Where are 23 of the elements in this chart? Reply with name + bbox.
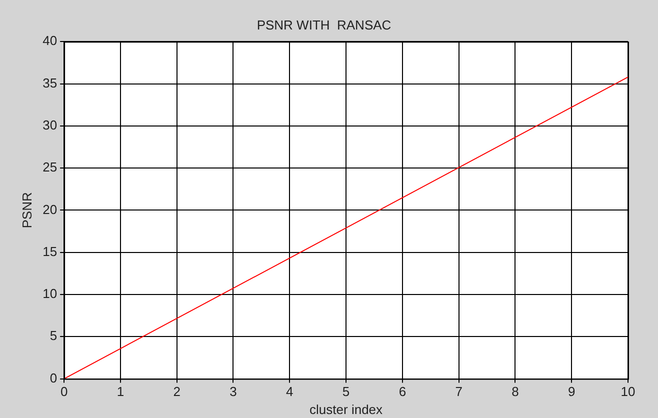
y-tick-label: 5 (50, 328, 58, 344)
x-tick-label: 5 (342, 384, 350, 400)
y-tick-label: 35 (42, 75, 58, 90)
y-tick-label: 30 (42, 117, 58, 132)
chart-title: PSNR WITH RANSAC (256, 17, 392, 32)
y-axis-title: PSNR (19, 192, 34, 228)
x-tick-label: 7 (455, 384, 462, 400)
x-tick-label: 9 (568, 384, 576, 400)
x-tick-label: 10 (620, 384, 636, 400)
x-tick-label: 0 (60, 384, 68, 400)
x-axis-title: cluster index (310, 402, 384, 417)
x-tick-label: 8 (512, 384, 519, 400)
y-tick-label: 0 (50, 370, 58, 386)
y-tick-label: 10 (42, 286, 58, 302)
x-tick-label: 2 (173, 384, 180, 400)
y-tick-label: 40 (42, 33, 58, 48)
y-tick-label: 15 (42, 244, 58, 259)
x-tick-label: 6 (398, 384, 406, 400)
y-tick-label: 25 (42, 160, 58, 175)
y-tick-label: 20 (42, 202, 58, 217)
x-tick-label: 3 (230, 384, 237, 400)
x-tick-label: 1 (116, 384, 124, 400)
x-tick-label: 4 (286, 384, 294, 400)
